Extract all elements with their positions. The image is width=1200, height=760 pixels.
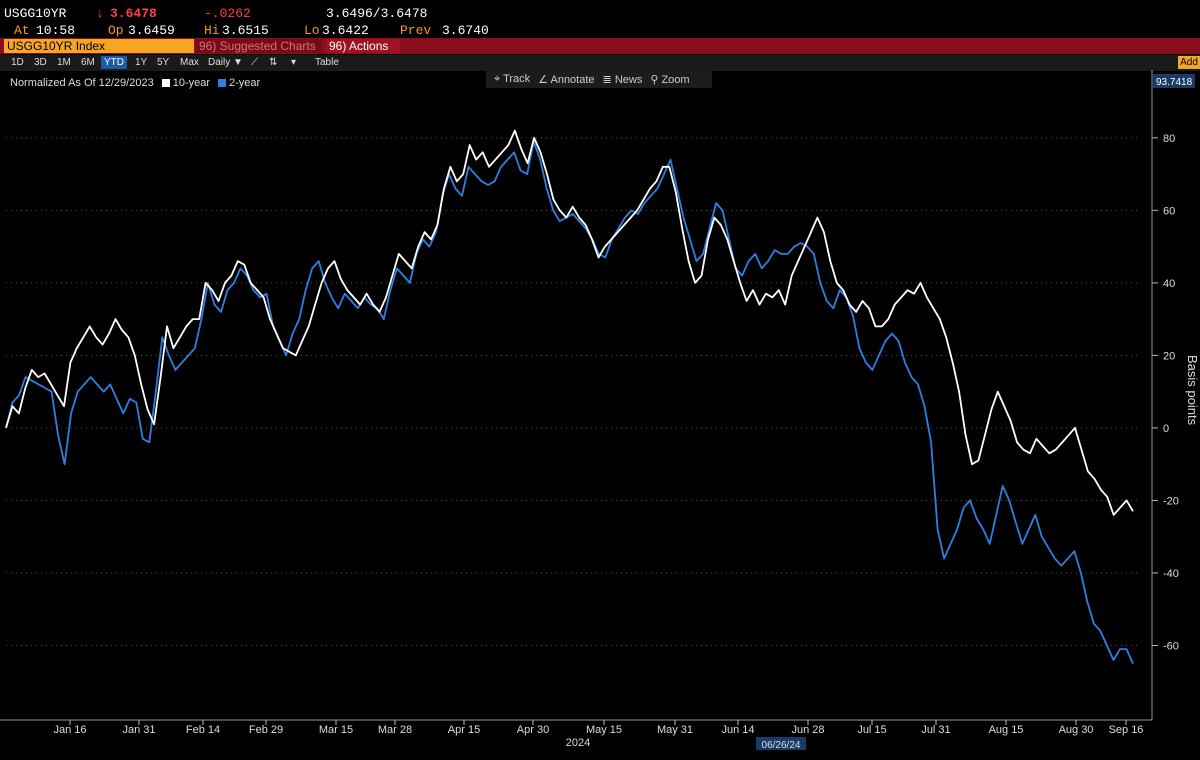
two-year-swatch (218, 79, 226, 87)
crosshair-icon: ⌖ (494, 73, 501, 85)
add-button[interactable]: Add (1178, 56, 1200, 69)
x-tick-label: Aug 15 (989, 724, 1024, 736)
range-toolbar: 1D 3D 1M 6M YTD 1Y 5Y Max Daily ▼ ⟋ ⇅ ▾ … (0, 55, 1200, 71)
track-tool[interactable]: ⌖ Track (494, 73, 530, 86)
range-button-6m[interactable]: 6M (81, 57, 95, 68)
x-tick-label: Feb 29 (249, 724, 283, 736)
x-tick-label: Aug 30 (1059, 724, 1094, 736)
net-change: -.0262 (204, 5, 251, 21)
x-tick-label: Jan 16 (53, 724, 86, 736)
annotate-tool[interactable]: ∠ Annotate (538, 73, 594, 86)
annotate-label: Annotate (550, 74, 595, 86)
bid-ask: 3.6496/3.6478 (326, 5, 428, 21)
legend-two-year[interactable]: 2-year (229, 77, 261, 89)
series-line-ten-year[interactable] (5, 129, 1134, 516)
magnifier-icon: ⚲ (650, 74, 659, 86)
prev-label: Prev (400, 22, 432, 38)
y-tick-label: -20 (1163, 495, 1179, 507)
pencil-icon: ∠ (538, 74, 549, 86)
x-tick-label: Apr 15 (448, 724, 480, 736)
axes (0, 70, 1158, 725)
axis-labels: 80 60 40 20 0 -20 -40 -60 93.7418 Basis points Jan… (53, 74, 1200, 751)
more-icon[interactable]: ▾ (291, 57, 297, 68)
legend: Normalized As Of 12/29/2023 10-year 2-ye… (10, 77, 260, 89)
last-value-bg (1153, 74, 1195, 88)
last-value-label: 93.7418 (1156, 77, 1193, 88)
quote-row-1: USGG10YR ↓ 3.6478 -.0262 3.6496/3.6478 (0, 4, 1200, 22)
y-tick-label: 60 (1163, 205, 1175, 217)
x-tick-label: Apr 30 (517, 724, 549, 736)
high-value: 3.6515 (222, 22, 269, 38)
low-label: Lo (304, 22, 320, 38)
x-tick-label: Jun 28 (791, 724, 824, 736)
y-tick-label: -40 (1163, 568, 1179, 580)
last-price: 3.6478 (110, 5, 157, 21)
range-button-1y[interactable]: 1Y (135, 57, 148, 68)
legend-ten-year[interactable]: 10-year (172, 77, 210, 89)
y-tick-label: 40 (1163, 278, 1175, 290)
x-tick-label: May 31 (657, 724, 693, 736)
open-value: 3.6459 (128, 22, 175, 38)
x-tick-label: Jan 31 (122, 724, 155, 736)
suggested-charts-menu[interactable]: 96) Suggested Charts (196, 39, 322, 53)
high-label: Hi (204, 22, 220, 38)
down-arrow-icon: ↓ (96, 5, 104, 21)
table-button[interactable]: Table (315, 57, 339, 68)
ticker-symbol: USGG10YR (4, 5, 67, 21)
y-tick-label: -60 (1163, 640, 1179, 652)
x-tick-label: Jul 31 (921, 724, 950, 736)
actions-menu[interactable]: 96) Actions (326, 39, 400, 53)
x-tick-label: Feb 14 (186, 724, 220, 736)
open-label: Op (108, 22, 124, 38)
x-tick-label: Mar 28 (378, 724, 412, 736)
time-value: 10:58 (36, 22, 76, 38)
crosshair-date-box: 06/26/24 (756, 737, 806, 751)
y-axis-title: Basis points (1185, 355, 1200, 426)
range-button-max[interactable]: Max (180, 57, 199, 68)
x-tick-label: Jul 15 (857, 724, 886, 736)
prev-value: 3.6740 (442, 22, 489, 38)
ten-year-swatch (161, 79, 170, 87)
range-button-ytd[interactable]: YTD (101, 56, 127, 69)
time-label: At (14, 22, 30, 38)
chart-type-icon[interactable]: ⟋ (251, 57, 258, 68)
series-lines (5, 129, 1134, 664)
last-value-box: 93.7418 (1153, 74, 1195, 88)
normalized-note: Normalized As Of 12/29/2023 (10, 77, 154, 89)
x-year-label: 2024 (566, 737, 590, 749)
y-tick-label: 0 (1163, 423, 1169, 435)
svg-text:06/26/24: 06/26/24 (762, 740, 801, 751)
quote-row-2: At 10:58 Op 3.6459 Hi 3.6515 Lo 3.6422 P… (0, 21, 1200, 39)
x-tick-label: Jun 14 (721, 724, 754, 736)
sort-icon[interactable]: ⇅ (269, 57, 278, 68)
x-tick-label: May 15 (586, 724, 622, 736)
range-button-1d[interactable]: 1D (11, 57, 24, 68)
range-button-1m[interactable]: 1M (57, 57, 71, 68)
news-icon: ≣ (602, 74, 612, 86)
command-bar: USGG10YR Index 96) Suggested Charts 96) … (0, 38, 1200, 54)
zoom-tool[interactable]: ⚲ Zoom (650, 73, 689, 86)
news-label: News (614, 74, 643, 86)
news-tool[interactable]: ≣ News (603, 73, 643, 86)
x-tick-label: Mar 15 (319, 724, 353, 736)
chart-tools: ⌖ Track ∠ Annotate ≣ News ⚲ Zoom (486, 71, 712, 88)
x-tick-label: Sep 16 (1109, 724, 1144, 736)
range-button-5y[interactable]: 5Y (157, 57, 170, 68)
zoom-label: Zoom (661, 74, 690, 86)
low-value: 3.6422 (322, 22, 369, 38)
track-label: Track (503, 73, 531, 85)
security-field[interactable]: USGG10YR Index (4, 39, 194, 53)
y-tick-label: 80 (1163, 133, 1175, 145)
y-tick-label: 20 (1163, 350, 1175, 362)
series-line-two-year[interactable] (5, 140, 1134, 664)
frequency-dropdown[interactable]: Daily ▼ (208, 57, 243, 68)
range-button-3d[interactable]: 3D (34, 57, 47, 68)
